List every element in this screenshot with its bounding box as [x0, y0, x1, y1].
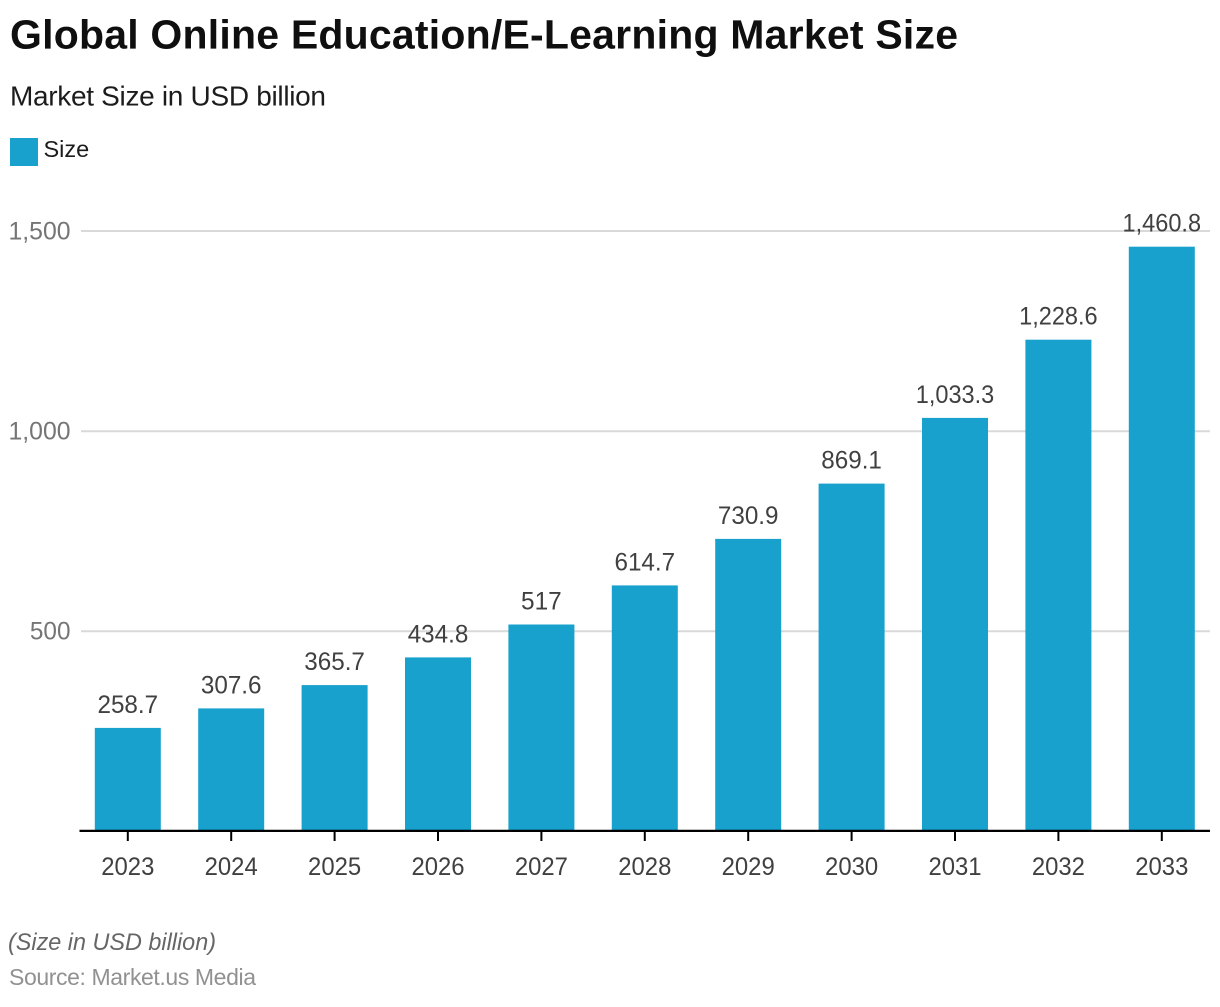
svg-text:1,033.3: 1,033.3: [916, 381, 995, 409]
svg-text:730.9: 730.9: [718, 502, 779, 530]
svg-text:434.8: 434.8: [408, 620, 469, 648]
svg-text:307.6: 307.6: [201, 671, 262, 699]
svg-text:1,000: 1,000: [9, 418, 71, 446]
svg-text:Source: Market.us Media: Source: Market.us Media: [9, 964, 256, 990]
svg-text:(Size in USD billion): (Size in USD billion): [8, 929, 216, 956]
svg-text:500: 500: [30, 617, 71, 645]
svg-text:1,500: 1,500: [9, 218, 71, 246]
svg-text:2032: 2032: [1032, 853, 1085, 881]
svg-text:Size: Size: [44, 136, 90, 162]
svg-text:2030: 2030: [825, 853, 878, 881]
svg-text:517: 517: [521, 588, 562, 616]
svg-text:2031: 2031: [928, 853, 981, 881]
svg-text:614.7: 614.7: [615, 548, 676, 576]
svg-text:2025: 2025: [308, 853, 361, 881]
svg-text:1,228.6: 1,228.6: [1019, 303, 1098, 331]
svg-text:869.1: 869.1: [821, 447, 882, 475]
svg-text:258.7: 258.7: [98, 691, 159, 719]
svg-text:Global Online Education/E-Lear: Global Online Education/E-Learning Marke…: [10, 11, 958, 57]
svg-text:2027: 2027: [515, 853, 568, 881]
svg-text:Market Size in USD billion: Market Size in USD billion: [10, 81, 326, 112]
svg-text:2029: 2029: [722, 853, 775, 881]
svg-text:2024: 2024: [205, 853, 258, 881]
svg-text:2028: 2028: [618, 853, 671, 881]
svg-text:1,460.8: 1,460.8: [1123, 210, 1202, 238]
svg-text:365.7: 365.7: [304, 648, 365, 676]
svg-text:2026: 2026: [411, 853, 464, 881]
svg-text:2023: 2023: [101, 853, 154, 881]
svg-text:2033: 2033: [1135, 853, 1188, 881]
